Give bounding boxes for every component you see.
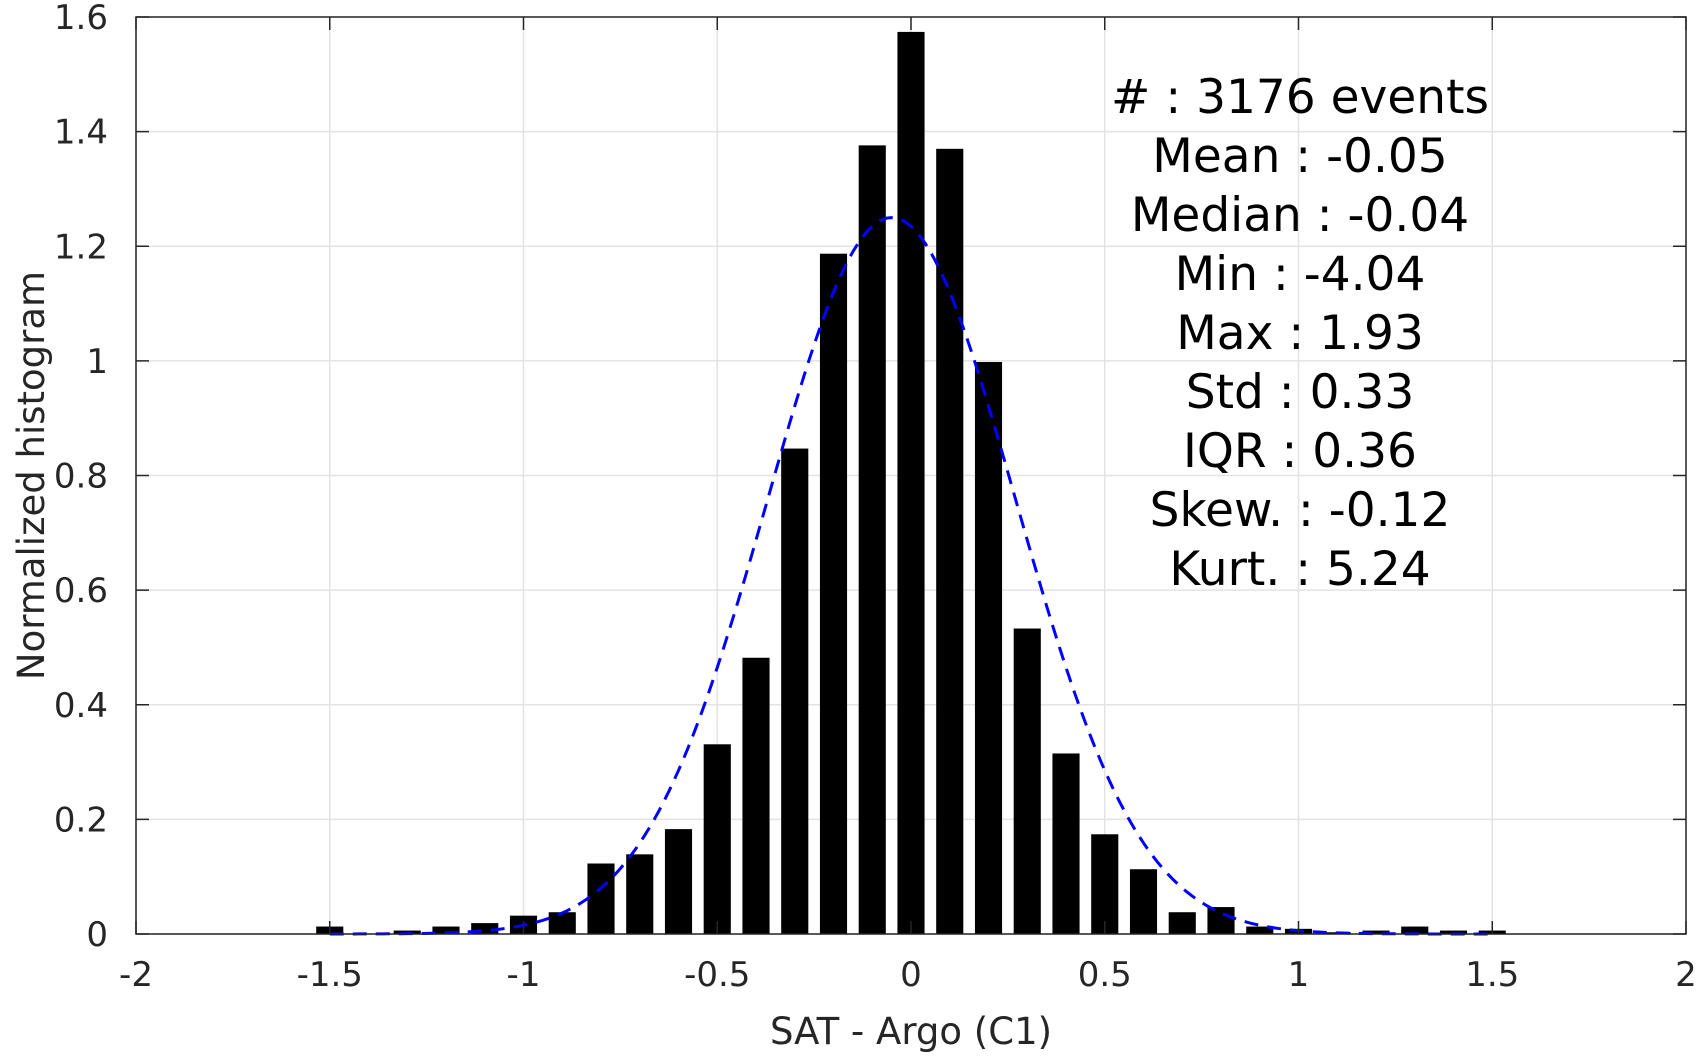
stat-value: -0.05 (1326, 129, 1448, 184)
histogram-bar (936, 148, 964, 935)
stat-label: Median (1131, 188, 1302, 243)
stat-value: 3176 events (1196, 70, 1489, 125)
stat-line: Kurt. : 5.24 (1169, 542, 1430, 597)
histogram-bar (974, 362, 1003, 934)
stat-separator: : (1258, 247, 1304, 302)
y-tick-label: 1.2 (54, 227, 108, 267)
y-axis-label: Normalized histogram (10, 271, 53, 680)
x-tick-label: 1 (1288, 955, 1310, 995)
y-tick-label: 0.4 (54, 686, 108, 726)
stat-separator: : (1280, 542, 1326, 597)
stat-label: Skew. (1150, 483, 1283, 538)
y-tick-labels: 0 0.2 0.4 0.6 0.8 1 1.2 1.4 1.6 (54, 0, 108, 955)
histogram-bar (1091, 834, 1119, 934)
y-tick-label: 0.8 (54, 457, 108, 497)
stat-line: Std : 0.33 (1186, 365, 1414, 420)
axis-ticks (135, 16, 1687, 935)
x-tick-label: -0.5 (684, 955, 750, 995)
y-tick-label: 1 (86, 342, 108, 382)
histogram-bar (1401, 926, 1429, 934)
stat-value: 1.93 (1319, 306, 1424, 361)
x-tick-label: 1.5 (1465, 955, 1519, 995)
x-tick-label: -2 (119, 955, 153, 995)
histogram-bar (1168, 912, 1196, 934)
histogram-bar (819, 253, 848, 934)
y-tick-label: 1.4 (54, 113, 108, 153)
stat-label: Std (1186, 365, 1264, 420)
stat-label: IQR (1183, 424, 1267, 479)
stat-separator: : (1273, 306, 1319, 361)
bar-series (316, 31, 1506, 935)
histogram-bar (858, 145, 886, 934)
histogram-bar (1246, 926, 1274, 934)
histogram-bar (664, 829, 693, 934)
histogram-bar (432, 926, 460, 934)
stat-label: Min (1175, 247, 1258, 302)
stat-line: IQR : 0.36 (1183, 424, 1417, 479)
histogram-bar (1013, 628, 1041, 934)
y-tick-label: 0.2 (54, 800, 108, 840)
histogram-bar (897, 31, 925, 935)
histogram-bar (1439, 930, 1468, 934)
stat-value: -0.04 (1348, 188, 1470, 243)
x-tick-label: 0.5 (1078, 955, 1132, 995)
stat-line: Max : 1.93 (1176, 306, 1424, 361)
x-axis-label: SAT - Argo (C1) (770, 1010, 1052, 1053)
stat-value: 5.24 (1326, 542, 1431, 597)
histogram-bar (471, 923, 499, 934)
histogram-bar (1129, 869, 1158, 934)
histogram-bar (781, 448, 809, 934)
x-tick-label: -1 (507, 955, 541, 995)
stat-label: Mean (1152, 129, 1280, 184)
stat-separator: : (1283, 483, 1329, 538)
histogram-bar (703, 744, 731, 934)
histogram-bar (1207, 907, 1235, 934)
stat-label: Kurt. (1169, 542, 1280, 597)
x-tick-label: 0 (900, 955, 922, 995)
stat-separator: : (1267, 424, 1313, 479)
histogram-bar (626, 854, 654, 934)
stat-label: # (1111, 70, 1150, 125)
stat-value: 0.36 (1312, 424, 1417, 479)
stat-label: Max (1176, 306, 1273, 361)
histogram-bar (1362, 930, 1390, 934)
stat-line: # : 3176 events (1111, 70, 1489, 125)
histogram-bar (1052, 753, 1080, 934)
x-tick-labels: -2 -1.5 -1 -0.5 0 0.5 1 1.5 2 (119, 955, 1697, 995)
stat-separator: : (1150, 70, 1196, 125)
histogram-bar (548, 912, 576, 934)
stat-value: -4.04 (1304, 247, 1426, 302)
histogram-bar (742, 657, 770, 934)
stat-value: 0.33 (1310, 365, 1415, 420)
x-tick-label: -1.5 (297, 955, 363, 995)
y-tick-label: 0 (86, 915, 108, 955)
stat-separator: : (1264, 365, 1310, 420)
y-tick-label: 1.6 (54, 0, 108, 38)
x-tick-label: 2 (1675, 955, 1697, 995)
stat-value: -0.12 (1329, 483, 1451, 538)
stat-line: Median : -0.04 (1131, 188, 1469, 243)
stat-separator: : (1302, 188, 1348, 243)
histogram-bar (587, 863, 615, 934)
stat-separator: : (1280, 129, 1326, 184)
stat-line: Skew. : -0.12 (1150, 483, 1451, 538)
stat-line: Min : -4.04 (1175, 247, 1426, 302)
y-tick-label: 0.6 (54, 571, 108, 611)
stat-line: Mean : -0.05 (1152, 129, 1447, 184)
